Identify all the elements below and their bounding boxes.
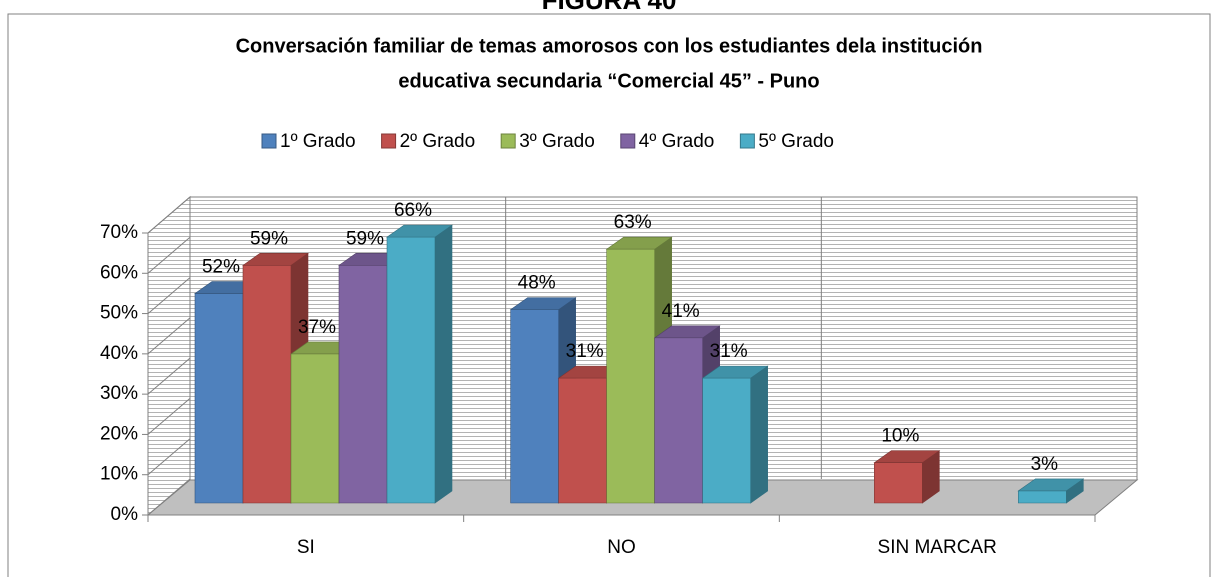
y-tick-label: 20% [100,423,138,444]
bar-face [702,377,751,504]
grid-line [147,236,191,274]
bar-face [654,337,703,504]
y-tick-label: 10% [100,464,138,485]
legend-label: 2º Grado [400,131,476,152]
bar-face [558,377,607,504]
bar [386,224,453,504]
x-tick-label: SI [297,537,315,558]
bar [873,450,941,504]
bar-face [290,353,340,504]
data-label: 48% [518,273,556,294]
legend-swatch [739,133,755,149]
legend-label: 3º Grado [519,131,595,152]
grid-line [147,438,191,476]
y-tick-label: 0% [111,504,139,525]
data-label: 41% [662,301,700,322]
legend-swatch [500,133,516,149]
data-label: 37% [298,317,336,338]
bar [701,365,769,504]
bar [1017,478,1085,504]
grid-line [147,277,191,314]
bar-face [606,248,655,504]
data-label: 66% [394,200,432,221]
bar-face [510,309,559,504]
data-label: 63% [614,212,652,233]
y-tick-label: 60% [100,262,138,283]
side-wall [147,195,191,517]
grid-line [147,398,191,435]
y-tick-label: 40% [100,343,138,364]
y-tick-label: 30% [100,383,138,404]
bar-face [750,365,768,504]
grid-line [147,478,191,516]
data-label: 52% [202,257,240,278]
data-label: 3% [1031,454,1059,475]
legend-swatch [261,133,277,149]
x-tick-label: SIN MARCAR [878,537,997,558]
data-label: 59% [346,228,384,249]
y-tick-label: 70% [100,222,138,243]
grid-line [147,196,191,234]
bar-face [242,265,292,504]
grid-line [147,317,191,355]
legend-label: 4º Grado [639,131,715,152]
legend-label: 5º Grado [758,131,834,152]
data-label: 31% [710,341,748,362]
chart-title: Conversación familiar de temas amorosos … [236,35,983,57]
bar-face [434,224,453,504]
bar-face [874,462,923,504]
bar-face [194,293,244,504]
bar-face [386,236,436,504]
data-label: 10% [881,426,919,447]
chart-title: educativa secundaria “Comercial 45” - Pu… [398,70,819,92]
figure-label: FIGURA 40 [542,0,677,15]
legend-label: 1º Grado [280,131,356,152]
data-label: 59% [250,228,288,249]
data-label: 31% [566,341,604,362]
legend-swatch [381,133,397,149]
y-tick-label: 50% [100,303,138,324]
bar-face [1018,490,1067,504]
grid-line [147,357,191,395]
x-tick-label: NO [607,537,636,558]
bar-face [338,265,388,504]
legend-swatch [620,133,636,149]
